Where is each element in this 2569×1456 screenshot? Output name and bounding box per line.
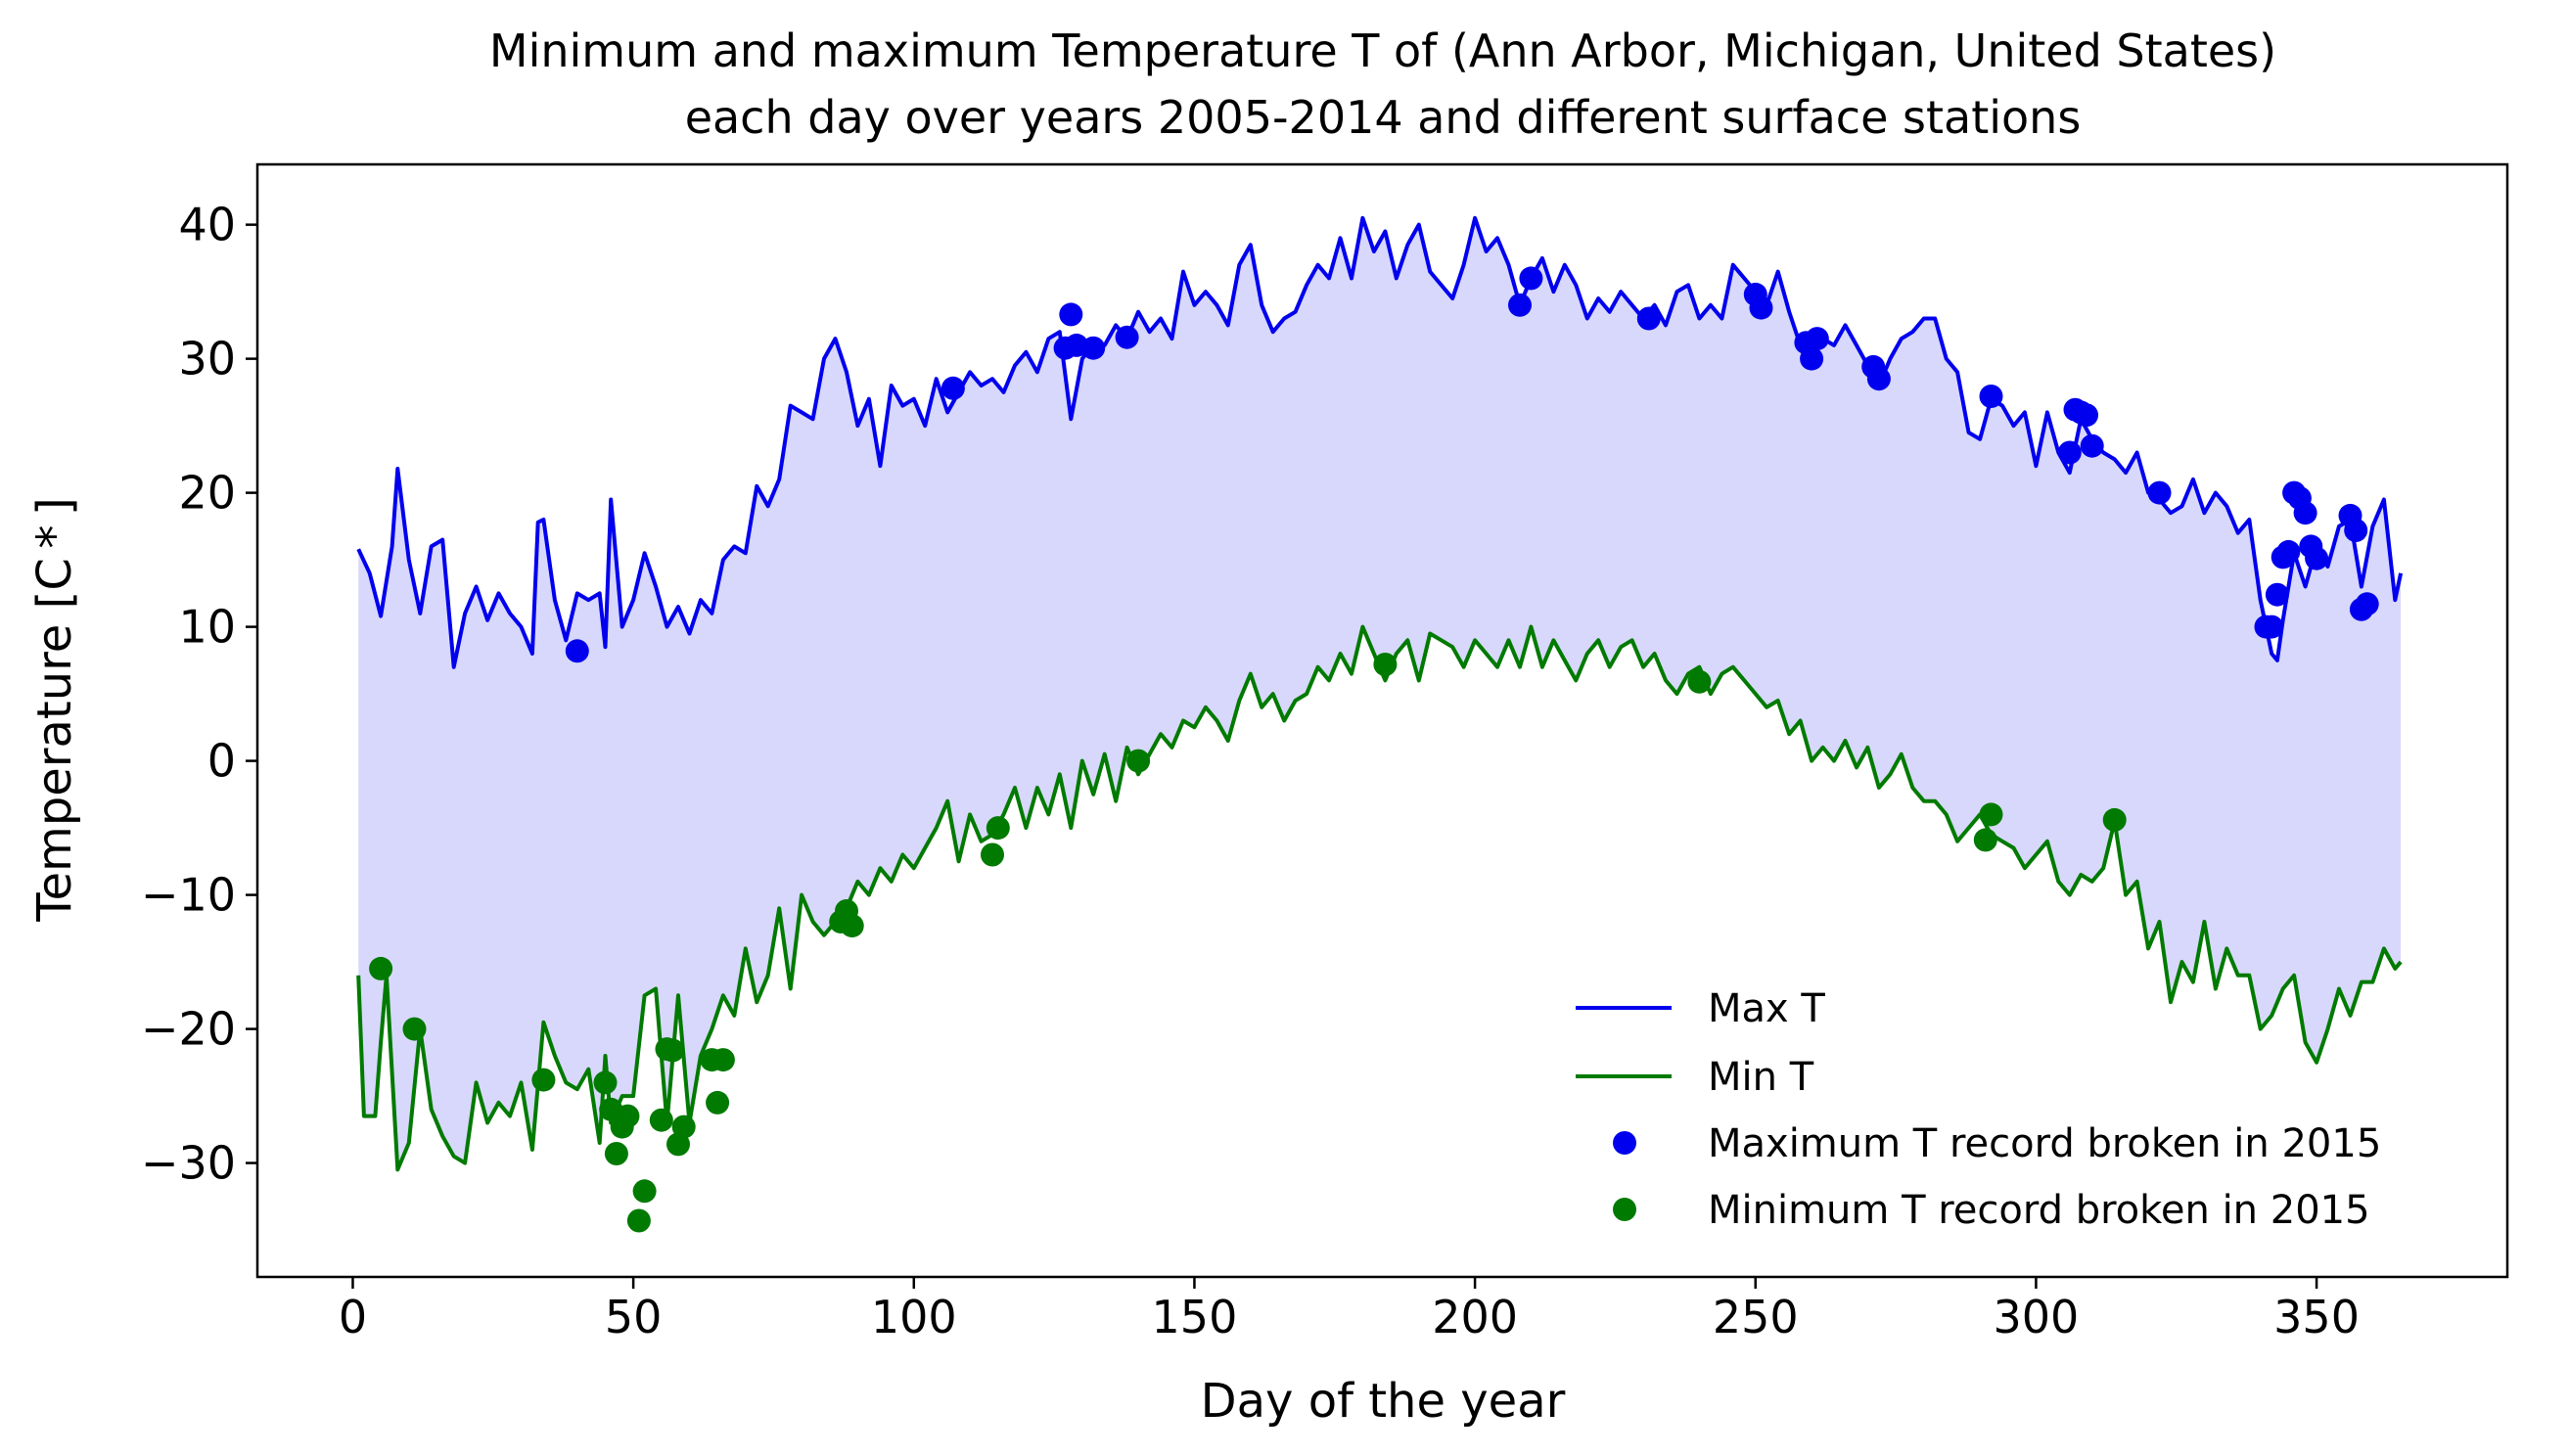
min-t-line bbox=[356, 624, 2403, 1172]
y-tick-label: 40 bbox=[178, 199, 236, 251]
max-record-point bbox=[1115, 325, 1139, 349]
min-record-point bbox=[706, 1090, 730, 1115]
min-record-point bbox=[1126, 749, 1151, 773]
max-record-point bbox=[1508, 293, 1532, 317]
max-record-point bbox=[1979, 385, 2003, 408]
x-tick-label: 200 bbox=[1432, 1291, 1518, 1343]
max-t-line bbox=[356, 215, 2404, 669]
min-record-point bbox=[711, 1048, 735, 1072]
max-record-point bbox=[2293, 501, 2317, 525]
min-record-point bbox=[981, 842, 1004, 867]
max-record-point bbox=[1636, 306, 1661, 331]
min-record-point bbox=[1687, 669, 1712, 694]
y-tick-label: −20 bbox=[141, 1003, 236, 1056]
max-record-point bbox=[1866, 367, 1891, 391]
max-record-point bbox=[1805, 327, 1829, 351]
x-tick-label: 300 bbox=[1994, 1291, 2080, 1343]
max-record-point bbox=[2080, 433, 2104, 458]
max-record-point bbox=[940, 376, 965, 400]
x-tick-label: 150 bbox=[1152, 1291, 1238, 1343]
max-record-point bbox=[1519, 266, 1543, 291]
max-record-point bbox=[2265, 582, 2289, 607]
x-tick-label: 350 bbox=[2273, 1291, 2360, 1343]
range-fill bbox=[358, 217, 2402, 1170]
min-record-point bbox=[840, 914, 864, 938]
max-record-point bbox=[2260, 614, 2284, 639]
max-record-point bbox=[2344, 519, 2368, 542]
y-tick-label: 20 bbox=[178, 467, 236, 520]
chart-title-line-2: each day over years 2005-2014 and differ… bbox=[685, 91, 2082, 144]
min-record-point bbox=[649, 1108, 673, 1132]
max-record-point bbox=[565, 639, 589, 663]
min-record-point bbox=[2102, 807, 2127, 832]
x-tick-label: 250 bbox=[1713, 1291, 1799, 1343]
min-record-point bbox=[626, 1208, 651, 1233]
legend: Max T Min T Maximum T record broken in 201… bbox=[1576, 986, 2381, 1233]
legend-max-record-swatch bbox=[1613, 1131, 1636, 1155]
min-record-point bbox=[593, 1070, 618, 1095]
legend-entry-label: Minimum T record broken in 2015 bbox=[1708, 1188, 2370, 1233]
legend-entry-label: Min T bbox=[1708, 1055, 1814, 1100]
y-axis-label: Temperature [C * ] bbox=[27, 497, 82, 922]
max-record-point bbox=[2075, 403, 2098, 428]
min-record-point bbox=[1973, 828, 1997, 852]
axes-frame bbox=[255, 162, 2509, 1279]
chart-title-line-1: Minimum and maximum Temperature T of (An… bbox=[489, 24, 2276, 77]
axis-ticks: 0 50 100 150 200 250 300 350 −30 −20 −10 0 10 20 30 40 bbox=[141, 199, 2360, 1343]
max-record-point bbox=[2305, 546, 2329, 570]
y-tick-label: −30 bbox=[141, 1137, 236, 1190]
max-record-point bbox=[2147, 480, 2172, 505]
min-record-point bbox=[632, 1179, 657, 1204]
min-record-point bbox=[604, 1142, 628, 1165]
max-record-point bbox=[2057, 440, 2082, 465]
min-record-point bbox=[616, 1104, 640, 1128]
y-tick-label: 30 bbox=[178, 333, 236, 386]
max-record-point bbox=[1749, 296, 1773, 320]
x-axis-label: Day of the year bbox=[1201, 1374, 1566, 1429]
max-record-point bbox=[2355, 592, 2379, 616]
min-record-point bbox=[402, 1017, 427, 1041]
min-record-point bbox=[671, 1115, 696, 1139]
y-tick-label: 0 bbox=[207, 735, 236, 788]
y-tick-label: 10 bbox=[178, 601, 236, 654]
x-tick-label: 0 bbox=[339, 1291, 367, 1343]
max-record-point bbox=[1081, 336, 1106, 360]
legend-min-record-swatch bbox=[1613, 1198, 1636, 1221]
min-record-point bbox=[1979, 802, 2003, 827]
min-record-point bbox=[369, 956, 393, 980]
legend-entry-label: Max T bbox=[1708, 986, 1825, 1031]
min-record-point bbox=[1373, 653, 1398, 676]
x-tick-label: 50 bbox=[605, 1291, 663, 1343]
y-tick-label: −10 bbox=[141, 869, 236, 922]
plot-area bbox=[356, 215, 2404, 1233]
legend-entry-label: Maximum T record broken in 2015 bbox=[1708, 1121, 2381, 1166]
min-record-point bbox=[531, 1068, 556, 1092]
max-record-point bbox=[2276, 539, 2301, 564]
min-record-point bbox=[661, 1038, 685, 1063]
max-record-point bbox=[1059, 302, 1083, 327]
min-record-point bbox=[986, 816, 1010, 841]
x-tick-label: 100 bbox=[871, 1291, 957, 1343]
max-record-point bbox=[1800, 346, 1824, 371]
